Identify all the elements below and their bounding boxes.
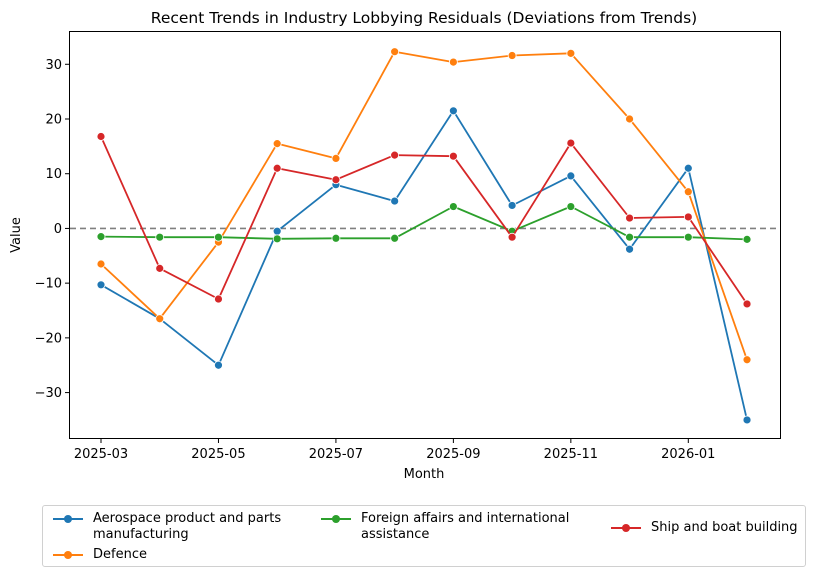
y-tick-label: 0 — [54, 222, 62, 237]
legend: Aerospace product and parts manufacturin… — [42, 505, 806, 567]
data-point — [214, 294, 223, 304]
x-axis-label: Month — [404, 467, 445, 482]
data-point — [625, 114, 634, 124]
y-tick-label: 20 — [45, 113, 62, 128]
data-point — [155, 263, 165, 273]
data-point — [742, 234, 752, 244]
legend-label-aerospace: Aerospace product and parts manufacturin… — [93, 511, 282, 542]
data-point — [507, 201, 517, 210]
y-tick-label: 10 — [45, 167, 62, 182]
legend-label-ship-building: Ship and boat building — [651, 520, 798, 535]
y-tick-label: −10 — [35, 277, 62, 292]
data-point — [155, 314, 165, 324]
data-point — [683, 163, 693, 173]
data-point — [331, 153, 341, 163]
data-point — [448, 106, 458, 116]
data-point — [96, 259, 106, 269]
data-point — [507, 232, 517, 242]
legend-swatch-defence — [51, 548, 85, 562]
legend-item-foreign-affairs: Foreign affairs and international assist… — [319, 511, 569, 543]
data-point — [448, 57, 458, 67]
data-point — [214, 360, 223, 370]
data-point — [566, 48, 576, 58]
data-point — [566, 171, 576, 181]
data-point — [272, 139, 282, 149]
legend-label-foreign-affairs: Foreign affairs and international assist… — [361, 511, 570, 542]
data-point — [742, 355, 752, 365]
series-line — [100, 136, 748, 305]
series-line — [100, 109, 748, 421]
plot-frame — [69, 31, 781, 439]
data-point — [683, 212, 693, 222]
series-2 — [96, 202, 752, 244]
x-axis-ticks: 2025-03 2025-05 2025-07 2025-09 2025-11 2026-… — [74, 438, 715, 462]
data-point — [507, 51, 517, 60]
data-point — [214, 232, 223, 242]
data-point — [742, 415, 752, 425]
data-point — [390, 150, 400, 160]
data-point — [566, 138, 576, 148]
x-tick-label: 2025-09 — [426, 447, 480, 462]
data-point — [448, 202, 458, 211]
data-point — [96, 280, 106, 290]
legend-swatch-aerospace — [51, 512, 85, 526]
x-tick-label: 2025-03 — [74, 447, 128, 462]
data-point — [272, 226, 282, 236]
data-point — [683, 232, 693, 242]
data-point — [448, 151, 458, 161]
legend-item-defence: Defence — [51, 547, 147, 563]
y-axis-ticks: 30 20 10 0 −10 −20 −30 — [35, 58, 70, 401]
x-tick-label: 2025-07 — [309, 447, 363, 462]
x-tick-label: 2025-05 — [191, 447, 245, 462]
data-point — [96, 232, 106, 242]
data-point — [742, 299, 752, 309]
y-tick-label: 30 — [45, 58, 62, 73]
data-point — [625, 232, 634, 242]
series-3 — [96, 132, 752, 309]
data-point — [272, 163, 282, 173]
data-point — [390, 196, 400, 206]
x-tick-label: 2025-11 — [544, 447, 598, 462]
legend-swatch-foreign-affairs — [319, 512, 353, 526]
series-group — [96, 47, 752, 425]
y-tick-label: −20 — [35, 331, 62, 346]
legend-label-defence: Defence — [93, 547, 147, 562]
legend-item-ship-building: Ship and boat building — [609, 520, 798, 536]
legend-swatch-ship-building — [609, 521, 643, 535]
x-tick-label: 2026-01 — [661, 447, 715, 462]
data-point — [390, 233, 400, 243]
series-line — [100, 205, 748, 241]
data-point — [96, 132, 106, 141]
series-0 — [96, 106, 752, 425]
data-point — [155, 232, 165, 242]
series-line — [100, 50, 748, 361]
y-axis-label: Value — [9, 217, 24, 253]
data-point — [331, 175, 341, 185]
data-point — [272, 234, 282, 244]
data-point — [625, 213, 634, 223]
data-point — [390, 47, 400, 57]
data-point — [683, 187, 693, 197]
data-point — [331, 233, 341, 243]
y-tick-label: −30 — [35, 386, 62, 401]
series-1 — [96, 47, 752, 365]
data-point — [625, 244, 634, 254]
chart-title: Recent Trends in Industry Lobbying Resid… — [151, 9, 697, 27]
data-point — [566, 202, 576, 211]
legend-item-aerospace: Aerospace product and parts manufacturin… — [51, 511, 281, 543]
